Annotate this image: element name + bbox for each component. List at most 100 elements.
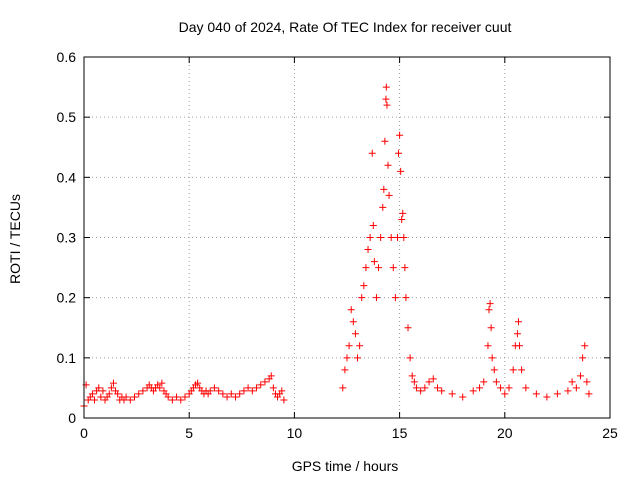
data-point [99, 387, 107, 395]
data-point [402, 294, 410, 302]
data-point [410, 378, 418, 386]
data-point [585, 390, 593, 398]
data-point [425, 378, 433, 386]
data-point [377, 234, 385, 241]
y-axis-ticks: 0 0.1 0.2 0.3 0.4 0.5 0.6 [57, 49, 610, 426]
data-point [362, 264, 370, 272]
data-point [397, 167, 405, 175]
data-point [487, 324, 495, 332]
data-points [80, 83, 593, 410]
x-axis-ticks: 0 5 10 15 20 25 [80, 57, 618, 441]
data-point [244, 384, 252, 392]
x-tick-label: 0 [80, 425, 88, 441]
data-point [345, 342, 353, 350]
data-point [484, 342, 492, 350]
y-tick-label: 0.6 [57, 49, 77, 65]
data-point [194, 379, 202, 387]
data-point [347, 306, 355, 314]
data-point [564, 387, 572, 395]
data-point [375, 264, 383, 272]
data-point [164, 393, 172, 401]
data-point [240, 387, 248, 395]
x-tick-label: 20 [497, 425, 513, 441]
data-point [122, 393, 130, 401]
data-point [126, 396, 134, 404]
data-point [257, 381, 265, 389]
data-point [408, 372, 416, 380]
data-point [280, 396, 288, 404]
data-point [417, 387, 425, 395]
y-tick-label: 0.4 [57, 169, 77, 185]
data-point [210, 384, 218, 392]
data-point [399, 209, 407, 217]
data-point [354, 354, 362, 362]
data-point [130, 393, 138, 401]
data-point [88, 390, 96, 398]
data-point [248, 387, 256, 395]
data-point [227, 390, 235, 398]
y-tick-label: 0.3 [57, 230, 77, 246]
data-point [412, 384, 420, 392]
data-point [438, 387, 446, 395]
data-point [433, 384, 441, 392]
data-point [398, 215, 406, 223]
data-point [343, 354, 351, 362]
data-point [339, 384, 347, 392]
data-point [387, 234, 395, 241]
y-tick-label: 0.5 [57, 109, 77, 125]
data-point [173, 393, 181, 401]
data-point [156, 384, 164, 392]
data-point [253, 384, 261, 392]
data-point [406, 354, 414, 362]
data-point [459, 393, 467, 401]
data-point [379, 203, 387, 211]
data-point [509, 366, 517, 374]
grid [84, 57, 610, 418]
data-point [97, 393, 105, 401]
data-point [485, 306, 493, 314]
data-point [95, 384, 103, 392]
data-point [393, 234, 401, 241]
data-point [421, 384, 429, 392]
x-tick-label: 5 [185, 425, 193, 441]
data-point [360, 282, 368, 290]
data-point [476, 384, 484, 392]
data-point [351, 330, 359, 338]
data-point [572, 384, 580, 392]
data-point [579, 354, 587, 362]
data-point [385, 191, 393, 199]
data-point [381, 137, 389, 145]
data-point [366, 234, 374, 241]
data-point [396, 131, 404, 139]
data-point [568, 378, 576, 386]
data-point [181, 393, 189, 401]
data-point [356, 342, 364, 350]
data-point [513, 330, 521, 338]
data-point [429, 375, 437, 383]
data-point [389, 264, 397, 272]
x-tick-label: 25 [602, 425, 618, 441]
plot-frame [83, 56, 611, 419]
data-point [341, 366, 349, 374]
data-point [109, 379, 117, 387]
data-point [469, 387, 477, 395]
data-point [231, 393, 239, 401]
data-point [404, 324, 412, 332]
data-point [380, 185, 388, 193]
chart-title: Day 040 of 2024, Rate Of TEC Index for r… [179, 19, 512, 35]
y-tick-label: 0.2 [57, 290, 77, 306]
data-point [236, 390, 244, 398]
data-point [518, 366, 526, 374]
data-point [135, 390, 143, 398]
data-point [107, 384, 115, 392]
data-point [543, 393, 551, 401]
data-point [448, 390, 456, 398]
data-point [372, 294, 380, 302]
data-point [91, 396, 99, 404]
data-point [114, 390, 122, 398]
data-point [583, 378, 591, 386]
data-point [269, 384, 277, 392]
data-point [267, 372, 275, 380]
data-point [364, 246, 372, 254]
